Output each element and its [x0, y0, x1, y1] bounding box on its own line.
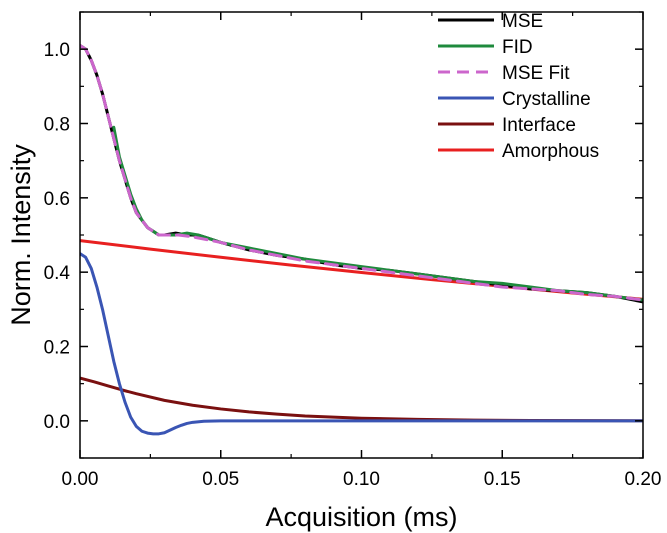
x-tick-label: 0.05 — [202, 469, 239, 490]
y-tick-label: 0.6 — [44, 189, 70, 210]
x-tick-label: 0.00 — [62, 469, 99, 490]
y-tick-label: 0.2 — [44, 338, 70, 359]
x-tick-label: 0.20 — [625, 469, 662, 490]
y-tick-label: 1.0 — [44, 40, 70, 61]
legend-label-mse: MSE — [502, 11, 543, 32]
y-axis-title: Norm. Intensity — [6, 144, 36, 326]
legend-label-crystalline: Crystalline — [502, 89, 591, 110]
y-tick-label: 0.8 — [44, 115, 70, 136]
series-layer — [80, 43, 643, 436]
series-line-interface — [80, 376, 643, 423]
x-axis-title: Acquisition (ms) — [265, 502, 457, 532]
series-line-crystalline — [80, 252, 643, 436]
legend-label-interface: Interface — [502, 115, 576, 136]
series-line-mse-fit — [80, 43, 643, 302]
y-tick-label: 0.0 — [44, 412, 70, 433]
y-tick-label: 0.4 — [44, 263, 71, 284]
x-tick-label: 0.10 — [343, 469, 380, 490]
legend-layer: MSE FID MSE Fit Crystalline Interface Amorpho… — [438, 11, 599, 162]
legend-label-fid: FID — [502, 37, 533, 58]
x-tick-label: 0.15 — [484, 469, 521, 490]
legend-label-amorphous: Amorphous — [502, 141, 599, 162]
axes-layer: 0.00 0.05 0.10 0.15 0.20 0.0 0.2 0.4 0.6 0.8 1.0 Ac… — [6, 11, 662, 532]
legend-label-mse-fit: MSE Fit — [502, 63, 570, 84]
